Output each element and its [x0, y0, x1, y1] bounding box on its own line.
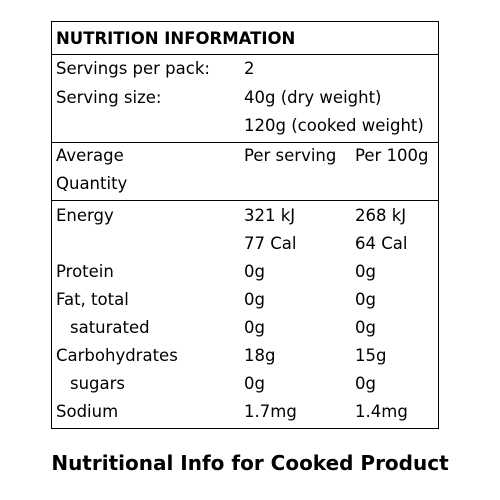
- divider-title: [52, 54, 438, 55]
- nutrient-per-serving: 77 Cal: [244, 234, 297, 253]
- header-per-100g: Per 100g: [355, 146, 429, 165]
- nutrient-name: Sodium: [56, 402, 119, 421]
- nutrient-per-100g: 64 Cal: [355, 234, 408, 253]
- divider-header: [52, 142, 438, 143]
- nutrient-per-serving: 321 kJ: [244, 206, 296, 225]
- nutrient-per-100g: 1.4mg: [355, 402, 408, 421]
- servings-value: 2: [244, 59, 255, 78]
- nutrient-name: Protein: [56, 262, 114, 281]
- serving-size-dry: 40g (dry weight): [244, 88, 382, 107]
- nutrient-per-100g: 0g: [355, 374, 376, 393]
- header-average: Average: [56, 146, 124, 165]
- servings-label: Servings per pack:: [56, 59, 210, 78]
- serving-size-cooked: 120g (cooked weight): [244, 116, 424, 135]
- nutrient-per-serving: 0g: [244, 374, 265, 393]
- divider-rows: [52, 200, 438, 201]
- header-quantity: Quantity: [56, 174, 128, 193]
- nutrient-name: Carbohydrates: [56, 346, 178, 365]
- nutrient-per-100g: 0g: [355, 290, 376, 309]
- nutrient-per-serving: 0g: [244, 290, 265, 309]
- nutrient-per-serving: 0g: [244, 262, 265, 281]
- nutrient-name: saturated: [70, 318, 150, 337]
- panel-title: NUTRITION INFORMATION: [56, 29, 296, 48]
- caption: Nutritional Info for Cooked Product: [51, 451, 449, 475]
- nutrient-per-serving: 18g: [244, 346, 276, 365]
- nutrition-panel: NUTRITION INFORMATION Servings per pack:…: [51, 21, 439, 429]
- nutrient-per-100g: 0g: [355, 318, 376, 337]
- nutrient-per-100g: 0g: [355, 262, 376, 281]
- nutrient-name: Fat, total: [56, 290, 129, 309]
- nutrient-name: sugars: [70, 374, 126, 393]
- nutrient-per-serving: 0g: [244, 318, 265, 337]
- header-per-serving: Per serving: [244, 146, 337, 165]
- nutrient-name: Energy: [56, 206, 114, 225]
- nutrient-per-100g: 15g: [355, 346, 387, 365]
- nutrient-per-100g: 268 kJ: [355, 206, 407, 225]
- serving-size-label: Serving size:: [56, 88, 162, 107]
- nutrient-per-serving: 1.7mg: [244, 402, 297, 421]
